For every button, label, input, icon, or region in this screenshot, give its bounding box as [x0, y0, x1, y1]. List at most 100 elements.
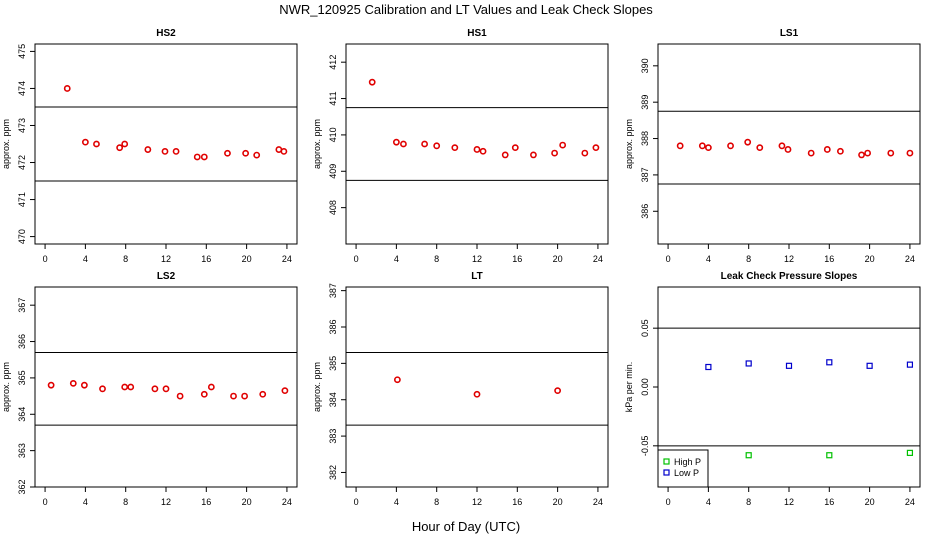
x-tick-label: 0 [354, 497, 359, 507]
panel-ls2: LS2 0 4 8 12 16 20 24 362 363 364 365 366 367 approx. … [1, 271, 298, 507]
panel-title: LS1 [780, 28, 799, 39]
x-axis-label: Hour of Day (UTC) [412, 519, 520, 534]
data-point [836, 147, 844, 155]
y-tick-label: 363 [17, 443, 27, 458]
data-point [778, 142, 786, 150]
figure-title: NWR_120925 Calibration and LT Values and… [279, 2, 653, 17]
data-point [451, 144, 459, 152]
y-tick-label: 470 [17, 229, 27, 244]
x-tick-label: 12 [161, 254, 171, 264]
y-tick-label: 367 [17, 298, 27, 313]
x-tick-label: 0 [354, 254, 359, 264]
data-point [393, 376, 401, 384]
x-tick-label: 12 [161, 497, 171, 507]
data-point [473, 146, 481, 153]
x-tick-label: 20 [242, 254, 252, 264]
y-tick-label: 0.05 [640, 319, 650, 337]
data-point [704, 144, 712, 152]
y-axis-label: kPa per min. [624, 362, 634, 413]
y-axis-label: approx. ppm [312, 119, 322, 169]
x-tick-label: 8 [746, 497, 751, 507]
data-point [200, 390, 208, 398]
x-tick-label: 8 [434, 497, 439, 507]
x-tick-label: 20 [553, 497, 563, 507]
panel-ls1: LS1 0 4 8 12 16 20 24 386 387 388 389 390 approx. ppm [624, 28, 921, 264]
data-point [144, 146, 152, 153]
y-tick-label: 384 [328, 392, 338, 407]
x-tick-label: 8 [434, 254, 439, 264]
low-p-point [866, 362, 873, 369]
x-tick-label: 12 [784, 254, 794, 264]
plot-frame [34, 43, 298, 245]
data-point [47, 381, 55, 389]
x-tick-label: 0 [43, 254, 48, 264]
data-point [121, 140, 129, 148]
data-point [172, 148, 180, 155]
y-tick-label: 382 [328, 465, 338, 480]
data-point [592, 144, 600, 152]
legend-swatch [663, 469, 670, 476]
data-point [80, 381, 88, 389]
low-p-point [745, 360, 752, 367]
y-tick-label: 387 [328, 283, 338, 298]
panel-leak-check-pressure-slopes: Leak Check Pressure Slopes 0 4 8 12 16 20 24 -0.… [624, 271, 921, 507]
low-p-point [906, 361, 914, 368]
x-tick-label: 20 [865, 497, 875, 507]
panel-title: LT [471, 271, 482, 282]
data-point [162, 385, 170, 393]
data-point [368, 78, 376, 86]
x-tick-label: 0 [666, 497, 671, 507]
y-tick-label: 410 [328, 127, 338, 142]
data-point [784, 146, 792, 153]
legend-box [657, 449, 709, 488]
y-tick-label: 0.00 [640, 378, 650, 396]
x-tick-label: 8 [123, 497, 128, 507]
y-tick-label: 366 [17, 334, 27, 349]
y-tick-label: 389 [640, 95, 650, 110]
x-tick-label: 16 [512, 254, 522, 264]
data-point [807, 149, 815, 157]
y-axis-label: approx. ppm [1, 119, 11, 169]
data-point [193, 153, 201, 161]
x-tick-label: 24 [905, 254, 915, 264]
x-tick-label: 16 [512, 497, 522, 507]
x-tick-label: 24 [905, 497, 915, 507]
data-point [559, 141, 567, 149]
data-point [253, 151, 261, 159]
y-tick-label: 390 [640, 58, 650, 73]
data-point [93, 140, 100, 148]
data-point [479, 147, 487, 155]
plot-frame [345, 286, 609, 488]
x-tick-label: 4 [394, 254, 399, 264]
data-point [81, 138, 89, 146]
y-tick-label: 473 [17, 118, 27, 133]
data-point [224, 149, 231, 157]
data-point [473, 390, 481, 398]
y-tick-label: 408 [328, 200, 338, 215]
x-tick-label: 24 [593, 254, 603, 264]
data-point [280, 148, 288, 155]
x-tick-label: 8 [123, 254, 128, 264]
data-point [259, 390, 267, 398]
low-p-point [826, 359, 833, 366]
data-point [744, 138, 752, 146]
x-tick-label: 8 [746, 254, 751, 264]
panel-grid: HS2 0 4 8 12 16 20 24 470 471 472 473 474 475 approx. … [1, 28, 921, 507]
x-tick-label: 4 [706, 497, 711, 507]
x-tick-label: 0 [43, 497, 48, 507]
data-point [421, 140, 428, 148]
data-point [501, 151, 509, 159]
data-point [530, 151, 537, 159]
data-point [151, 385, 159, 393]
data-point [176, 392, 184, 400]
x-tick-label: 16 [201, 254, 211, 264]
legend-label: Low P [674, 468, 699, 478]
x-tick-label: 16 [824, 254, 834, 264]
y-tick-label: 385 [328, 356, 338, 371]
x-tick-label: 16 [824, 497, 834, 507]
x-tick-label: 4 [394, 497, 399, 507]
y-tick-label: 365 [17, 370, 27, 385]
data-point [554, 387, 562, 395]
y-axis-label: approx. ppm [624, 119, 634, 169]
